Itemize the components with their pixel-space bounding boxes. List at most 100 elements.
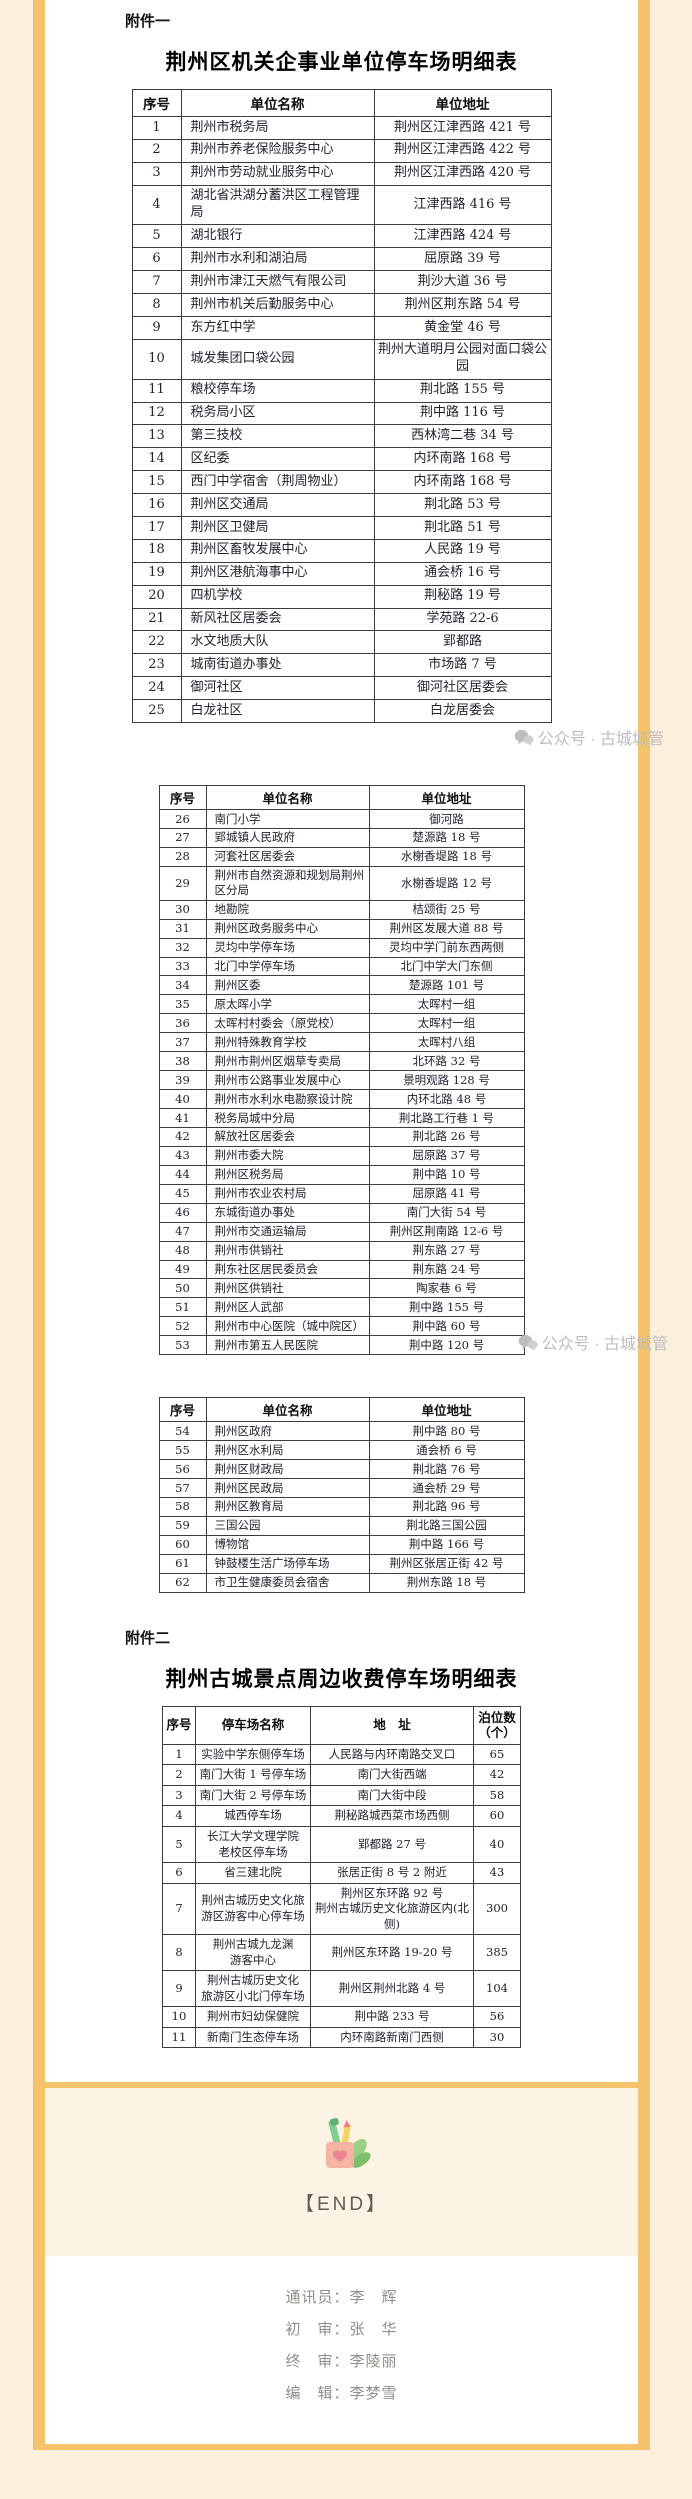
table-cell: 税务局小区 — [180, 401, 375, 426]
table-cell: 58 — [473, 1784, 521, 1807]
table-cell: 40 — [158, 1089, 207, 1110]
table-cell: 张居正街 8 号 2 附近 — [310, 1862, 474, 1884]
table-cell: 湖北银行 — [180, 224, 375, 249]
table-cell: 39 — [158, 1070, 207, 1091]
table-row: 34 荆州区委 楚源路 101 号 — [158, 975, 525, 996]
table-cell: 11 — [131, 378, 182, 403]
table-cell: 54 — [158, 1421, 207, 1442]
table-cell: 8 — [131, 293, 182, 318]
table-cell: 29 — [158, 865, 207, 901]
table-row: 56 荆州区财政局 荆北路 76 号 — [158, 1459, 525, 1480]
table-cell: 荆州区东环路 92 号 荆州古城历史文化旅游区内(北侧) — [310, 1882, 474, 1936]
attachment2-label: 附件二 — [125, 1629, 171, 1647]
table-cell: 三国公园 — [205, 1515, 370, 1536]
table-cell: 四机学校 — [180, 584, 375, 609]
table-cell: 7 — [162, 1882, 196, 1936]
table-row: 23 城南街道办事处 市场路 7 号 — [131, 653, 552, 678]
table-row: 44 荆州区税务局 荆中路 10 号 — [158, 1164, 525, 1185]
table-row: 51 荆州区人武部 荆中路 155 号 — [158, 1297, 525, 1318]
table-row: 58 荆州区教育局 荆北路 96 号 — [158, 1496, 525, 1517]
header-row: 序号 停车场名称地 址泊位数（个） — [162, 1705, 521, 1745]
table-cell: 8 — [162, 1934, 196, 1972]
table-cell: 荆州区水利局 — [205, 1440, 370, 1461]
table-cell: 14 — [131, 447, 182, 472]
watermark-text: 公众号 · 古城城管 — [537, 731, 664, 749]
table-cell: 56 — [158, 1459, 207, 1480]
wechat-icon — [518, 1334, 538, 1351]
table-cell: 原太晖小学 — [205, 994, 370, 1015]
watermark-row: 公众号 · 古城城管 — [45, 725, 664, 749]
table-row: 22 水文地质大队 郢都路 — [131, 630, 552, 655]
table-cell: 市卫生健康委员会宿舍 — [205, 1572, 370, 1593]
table-cell: 郢都路 — [373, 630, 552, 655]
table-cell: 荆东路 24 号 — [368, 1259, 525, 1280]
table-cell: 荆中路 60 号 — [368, 1316, 525, 1337]
table-row: 4 湖北省洪湖分蓄洪区工程管理局 江津西路 416 号 — [131, 184, 552, 226]
table-cell: 南门大街 54 号 — [368, 1202, 525, 1223]
end-label: 【END】 — [294, 2194, 389, 2216]
table-cell: 2 — [131, 138, 182, 163]
table-cell: 52 — [158, 1316, 207, 1337]
table-cell: 40 — [473, 1825, 521, 1864]
table-cell: 楚源路 18 号 — [368, 827, 525, 848]
table-cell: 6 — [162, 1862, 196, 1884]
table-cell: 御河社区居委会 — [373, 676, 552, 701]
table-cell: 300 — [473, 1882, 521, 1936]
table-cell: 湖北省洪湖分蓄洪区工程管理局 — [180, 184, 375, 226]
table-cell: 景明观路 128 号 — [368, 1070, 525, 1091]
table-cell: 30 — [473, 2026, 521, 2049]
table-cell: 荆州市自然资源和规划局荆州区分局 — [205, 865, 370, 901]
table-row: 10 荆州市妇幼保健院 荆中路 233 号 56 — [162, 2006, 521, 2028]
table-cell: 19 — [131, 561, 182, 586]
table-cell: 荆州区港航海事中心 — [180, 561, 375, 586]
table-cell: 49 — [158, 1259, 207, 1280]
parking-table: 序号 停车场名称地 址泊位数（个） 1 实验中学东侧停车场 人民路与内环南路交叉口 65 2… — [162, 1705, 521, 2049]
table-cell: 御河社区 — [180, 676, 375, 701]
table-row: 38 荆州市荆州区烟草专卖局 北环路 32 号 — [158, 1051, 525, 1072]
table-row: 16 荆州区交通局 荆北路 53 号 — [131, 493, 552, 518]
table-cell: 城西停车场 — [195, 1805, 311, 1827]
units-table-1: 序号 单位名称 单位地址 1 荆州市税务局 荆州区江津西路 421 号 2 荆州市养老保险服务… — [131, 89, 552, 724]
table-cell: 内环南路 168 号 — [373, 447, 552, 472]
table-row: 42 解放社区居委会 荆北路 26 号 — [158, 1126, 525, 1147]
table-cell: 屈原路 39 号 — [373, 247, 552, 272]
table-cell: 御河路 — [368, 809, 525, 829]
watermark-text: 公众号 · 古城城管 — [541, 1336, 668, 1354]
content-card: 附件一 荆州区机关企事业单位停车场明细表 序号 单位名称 单位地址 1 荆州市税务局 荆州… — [33, 0, 668, 2451]
table-cell: 65 — [473, 1743, 521, 1766]
table-cell: 新南门生态停车场 — [195, 2026, 311, 2049]
table-cell: 荆州东路 18 号 — [368, 1572, 525, 1593]
table-row: 17 荆州区卫健局 荆北路 51 号 — [131, 516, 552, 540]
table-row: 3 荆州市劳动就业服务中心 荆州区江津西路 420 号 — [131, 161, 552, 186]
table-cell: 荆州区张居正街 42 号 — [368, 1553, 525, 1574]
table-cell: 36 — [158, 1013, 207, 1034]
table-cell: 荆州区教育局 — [205, 1496, 370, 1517]
table-cell: 1 — [131, 116, 182, 140]
table-cell: 21 — [131, 607, 182, 632]
table-cell: 荆州区税务局 — [205, 1164, 370, 1185]
table-cell: 荆秘路 19 号 — [373, 584, 552, 609]
table-cell: 13 — [131, 424, 182, 449]
table-row: 30 地勘院 桔颂街 25 号 — [158, 899, 525, 920]
column-header: 泊位数（个） — [473, 1705, 521, 1745]
table-cell: 南门小学 — [205, 809, 370, 829]
table-cell: 城发集团口袋公园 — [180, 338, 375, 380]
table-cell: 荆州区荆南路 12-6 号 — [368, 1221, 525, 1242]
table-cell: 10 — [131, 338, 182, 380]
table-cell: 荆州市水利水电勘察设计院 — [205, 1089, 370, 1110]
table-cell: 荆州市公路事业发展中心 — [205, 1070, 370, 1091]
table-cell: 屈原路 41 号 — [368, 1183, 525, 1204]
table-cell: 38 — [158, 1051, 207, 1072]
table-cell: 学苑路 22-6 — [373, 607, 552, 632]
table-cell: 太晖村一组 — [368, 1013, 525, 1034]
table-row: 35 原太晖小学 太晖村一组 — [158, 994, 525, 1015]
table-row: 41 税务局城中分局 荆北路工行巷 1 号 — [158, 1108, 525, 1128]
table-row: 59 三国公园 荆北路三国公园 — [158, 1515, 525, 1536]
table-cell: 太晖村八组 — [368, 1032, 525, 1053]
table-cell: 荆北路三国公园 — [368, 1515, 525, 1536]
units-table-2-wrap: 序号 单位名称 单位地址 26 南门小学 御河路 27 郢城镇人民政府 楚源路 18 号 28 河套… — [45, 785, 668, 1356]
table-cell: 荆州区畜牧发展中心 — [180, 538, 375, 563]
table-cell: 3 — [162, 1784, 196, 1807]
column-header: 地 址 — [310, 1705, 474, 1745]
